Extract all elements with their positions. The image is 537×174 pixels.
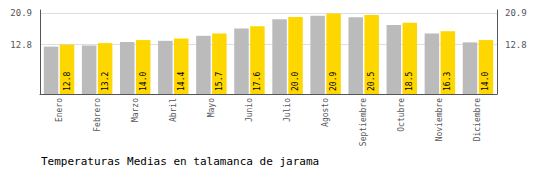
svg-text:14.0: 14.0	[481, 72, 490, 91]
svg-text:Julio: Julio	[283, 98, 292, 122]
svg-text:Diciembre: Diciembre	[473, 98, 482, 142]
svg-text:14.0: 14.0	[139, 72, 148, 91]
svg-text:Agosto: Agosto	[321, 98, 330, 127]
svg-text:Junio: Junio	[245, 98, 254, 122]
svg-text:Abril: Abril	[169, 98, 178, 122]
svg-text:20.9: 20.9	[329, 72, 338, 91]
svg-text:Febrero: Febrero	[93, 98, 102, 132]
svg-text:13.2: 13.2	[101, 72, 110, 91]
svg-text:Noviembre: Noviembre	[435, 98, 444, 142]
svg-text:Mayo: Mayo	[207, 98, 216, 117]
svg-text:12.8: 12.8	[10, 40, 32, 50]
svg-text:Septiembre: Septiembre	[359, 98, 368, 146]
svg-text:12.8: 12.8	[505, 40, 527, 50]
svg-text:18.5: 18.5	[405, 72, 414, 91]
svg-text:20.9: 20.9	[10, 8, 32, 18]
svg-text:12.8: 12.8	[63, 72, 72, 91]
svg-text:Enero: Enero	[55, 98, 64, 122]
svg-text:15.7: 15.7	[215, 72, 224, 91]
svg-text:20.5: 20.5	[367, 72, 376, 91]
svg-text:Temperaturas Medias en talaman: Temperaturas Medias en talamanca de jara…	[41, 155, 319, 168]
svg-text:20.9: 20.9	[505, 8, 527, 18]
svg-text:20.0: 20.0	[291, 72, 300, 91]
svg-text:Marzo: Marzo	[131, 98, 140, 122]
svg-text:Octubre: Octubre	[397, 98, 406, 132]
svg-text:14.4: 14.4	[177, 72, 186, 91]
svg-text:17.6: 17.6	[253, 72, 262, 91]
svg-text:16.3: 16.3	[443, 72, 452, 91]
